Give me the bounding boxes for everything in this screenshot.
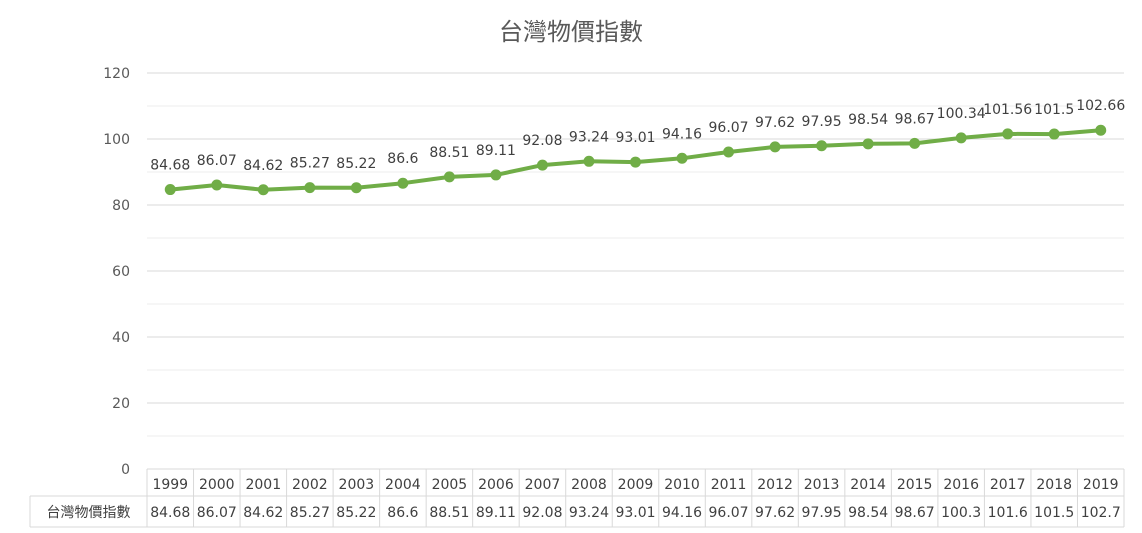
data-label: 96.07 (709, 120, 749, 136)
data-point (211, 179, 223, 191)
x-category-label: 2001 (245, 477, 281, 493)
data-label: 92.08 (522, 133, 562, 149)
data-point (676, 152, 688, 164)
data-label: 102.66 (1076, 98, 1125, 114)
table-value: 97.62 (755, 505, 795, 521)
data-point (955, 132, 967, 144)
x-category-label: 2003 (339, 477, 375, 493)
x-category-label: 2008 (571, 477, 607, 493)
data-label: 85.22 (336, 156, 376, 172)
data-table: 台灣物價指數 1999 84.68 2000 86.07 2001 84.62 2002 85.… (29, 468, 1125, 528)
y-tick-label: 20 (112, 396, 130, 412)
data-point (583, 155, 595, 167)
y-tick-label: 0 (121, 462, 130, 478)
table-value: 93.01 (615, 505, 655, 521)
table-value: 84.62 (243, 505, 283, 521)
table-value: 102.7 (1081, 505, 1121, 521)
table-value: 85.27 (290, 505, 330, 521)
x-category-label: 2016 (943, 477, 979, 493)
table-value: 101.5 (1034, 505, 1074, 521)
data-point (304, 182, 316, 194)
data-label: 86.6 (387, 151, 418, 167)
data-point (1095, 124, 1107, 136)
data-label: 101.5 (1034, 102, 1074, 118)
table-value: 86.6 (387, 505, 418, 521)
y-tick-label: 60 (112, 264, 130, 280)
x-category-label: 2015 (897, 477, 933, 493)
table-value: 86.07 (197, 505, 237, 521)
x-category-label: 2006 (478, 477, 514, 493)
x-category-label: 2000 (199, 477, 235, 493)
gridlines (147, 72, 1124, 470)
table-value: 89.11 (476, 505, 516, 521)
table-value: 97.95 (802, 505, 842, 521)
x-category-label: 2017 (990, 477, 1026, 493)
y-tick-label: 80 (112, 198, 130, 214)
data-point (1048, 128, 1060, 140)
x-category-label: 2014 (850, 477, 886, 493)
table-value: 94.16 (662, 505, 702, 521)
data-labels: 84.68 86.07 84.62 85.27 85.22 86.6 88.51 89.11 9… (150, 98, 1125, 174)
y-axis: 0 20 40 60 80 100 120 (103, 66, 130, 478)
y-tick-label: 100 (103, 132, 130, 148)
data-label: 88.51 (429, 145, 469, 161)
table-value: 84.68 (150, 505, 190, 521)
x-category-label: 2011 (711, 477, 747, 493)
y-tick-label: 120 (103, 66, 130, 82)
y-tick-label: 40 (112, 330, 130, 346)
data-label: 97.62 (755, 115, 795, 131)
x-category-label: 2019 (1083, 477, 1119, 493)
table-value: 88.51 (429, 505, 469, 521)
table-value: 98.54 (848, 505, 888, 521)
data-label: 100.34 (937, 106, 986, 122)
data-label: 101.56 (983, 102, 1032, 118)
data-point (816, 140, 828, 152)
data-point (862, 138, 874, 150)
x-category-label: 2012 (757, 477, 793, 493)
x-category-label: 2018 (1036, 477, 1072, 493)
data-label: 85.27 (290, 156, 330, 172)
x-category-label: 2007 (525, 477, 561, 493)
series-line-layer (164, 124, 1107, 196)
x-category-label: 2010 (664, 477, 700, 493)
table-series-name: 台灣物價指數 (47, 504, 131, 521)
data-point (536, 159, 548, 171)
data-label: 93.24 (569, 129, 609, 145)
x-category-label: 2004 (385, 477, 421, 493)
data-label: 86.07 (197, 153, 237, 169)
x-category-label: 1999 (152, 477, 188, 493)
data-label: 89.11 (476, 143, 516, 159)
data-point (164, 184, 176, 196)
data-label: 84.68 (150, 158, 190, 174)
x-category-label: 2005 (432, 477, 468, 493)
x-category-label: 2009 (618, 477, 654, 493)
data-point (350, 182, 362, 194)
x-category-label: 2002 (292, 477, 328, 493)
table-value: 98.67 (895, 505, 935, 521)
data-point (909, 137, 921, 149)
data-point (257, 184, 269, 196)
data-point (769, 141, 781, 153)
x-category-label: 2013 (804, 477, 840, 493)
data-point (490, 169, 502, 181)
table-value: 92.08 (522, 505, 562, 521)
table-value: 85.22 (336, 505, 376, 521)
chart-title: 台灣物價指數 (499, 18, 643, 46)
data-label: 98.67 (895, 111, 935, 127)
data-point (397, 177, 409, 189)
data-point (723, 146, 735, 158)
data-label: 97.95 (802, 114, 842, 130)
data-label: 98.54 (848, 112, 888, 128)
data-label: 84.62 (243, 158, 283, 174)
table-value: 101.6 (988, 505, 1028, 521)
data-point (630, 156, 641, 168)
data-label: 93.01 (615, 130, 655, 146)
table-value: 96.07 (709, 505, 749, 521)
table-value: 100.3 (941, 505, 981, 521)
data-label: 94.16 (662, 126, 702, 142)
data-point (1002, 128, 1014, 140)
data-point (443, 171, 455, 183)
table-value: 93.24 (569, 505, 609, 521)
